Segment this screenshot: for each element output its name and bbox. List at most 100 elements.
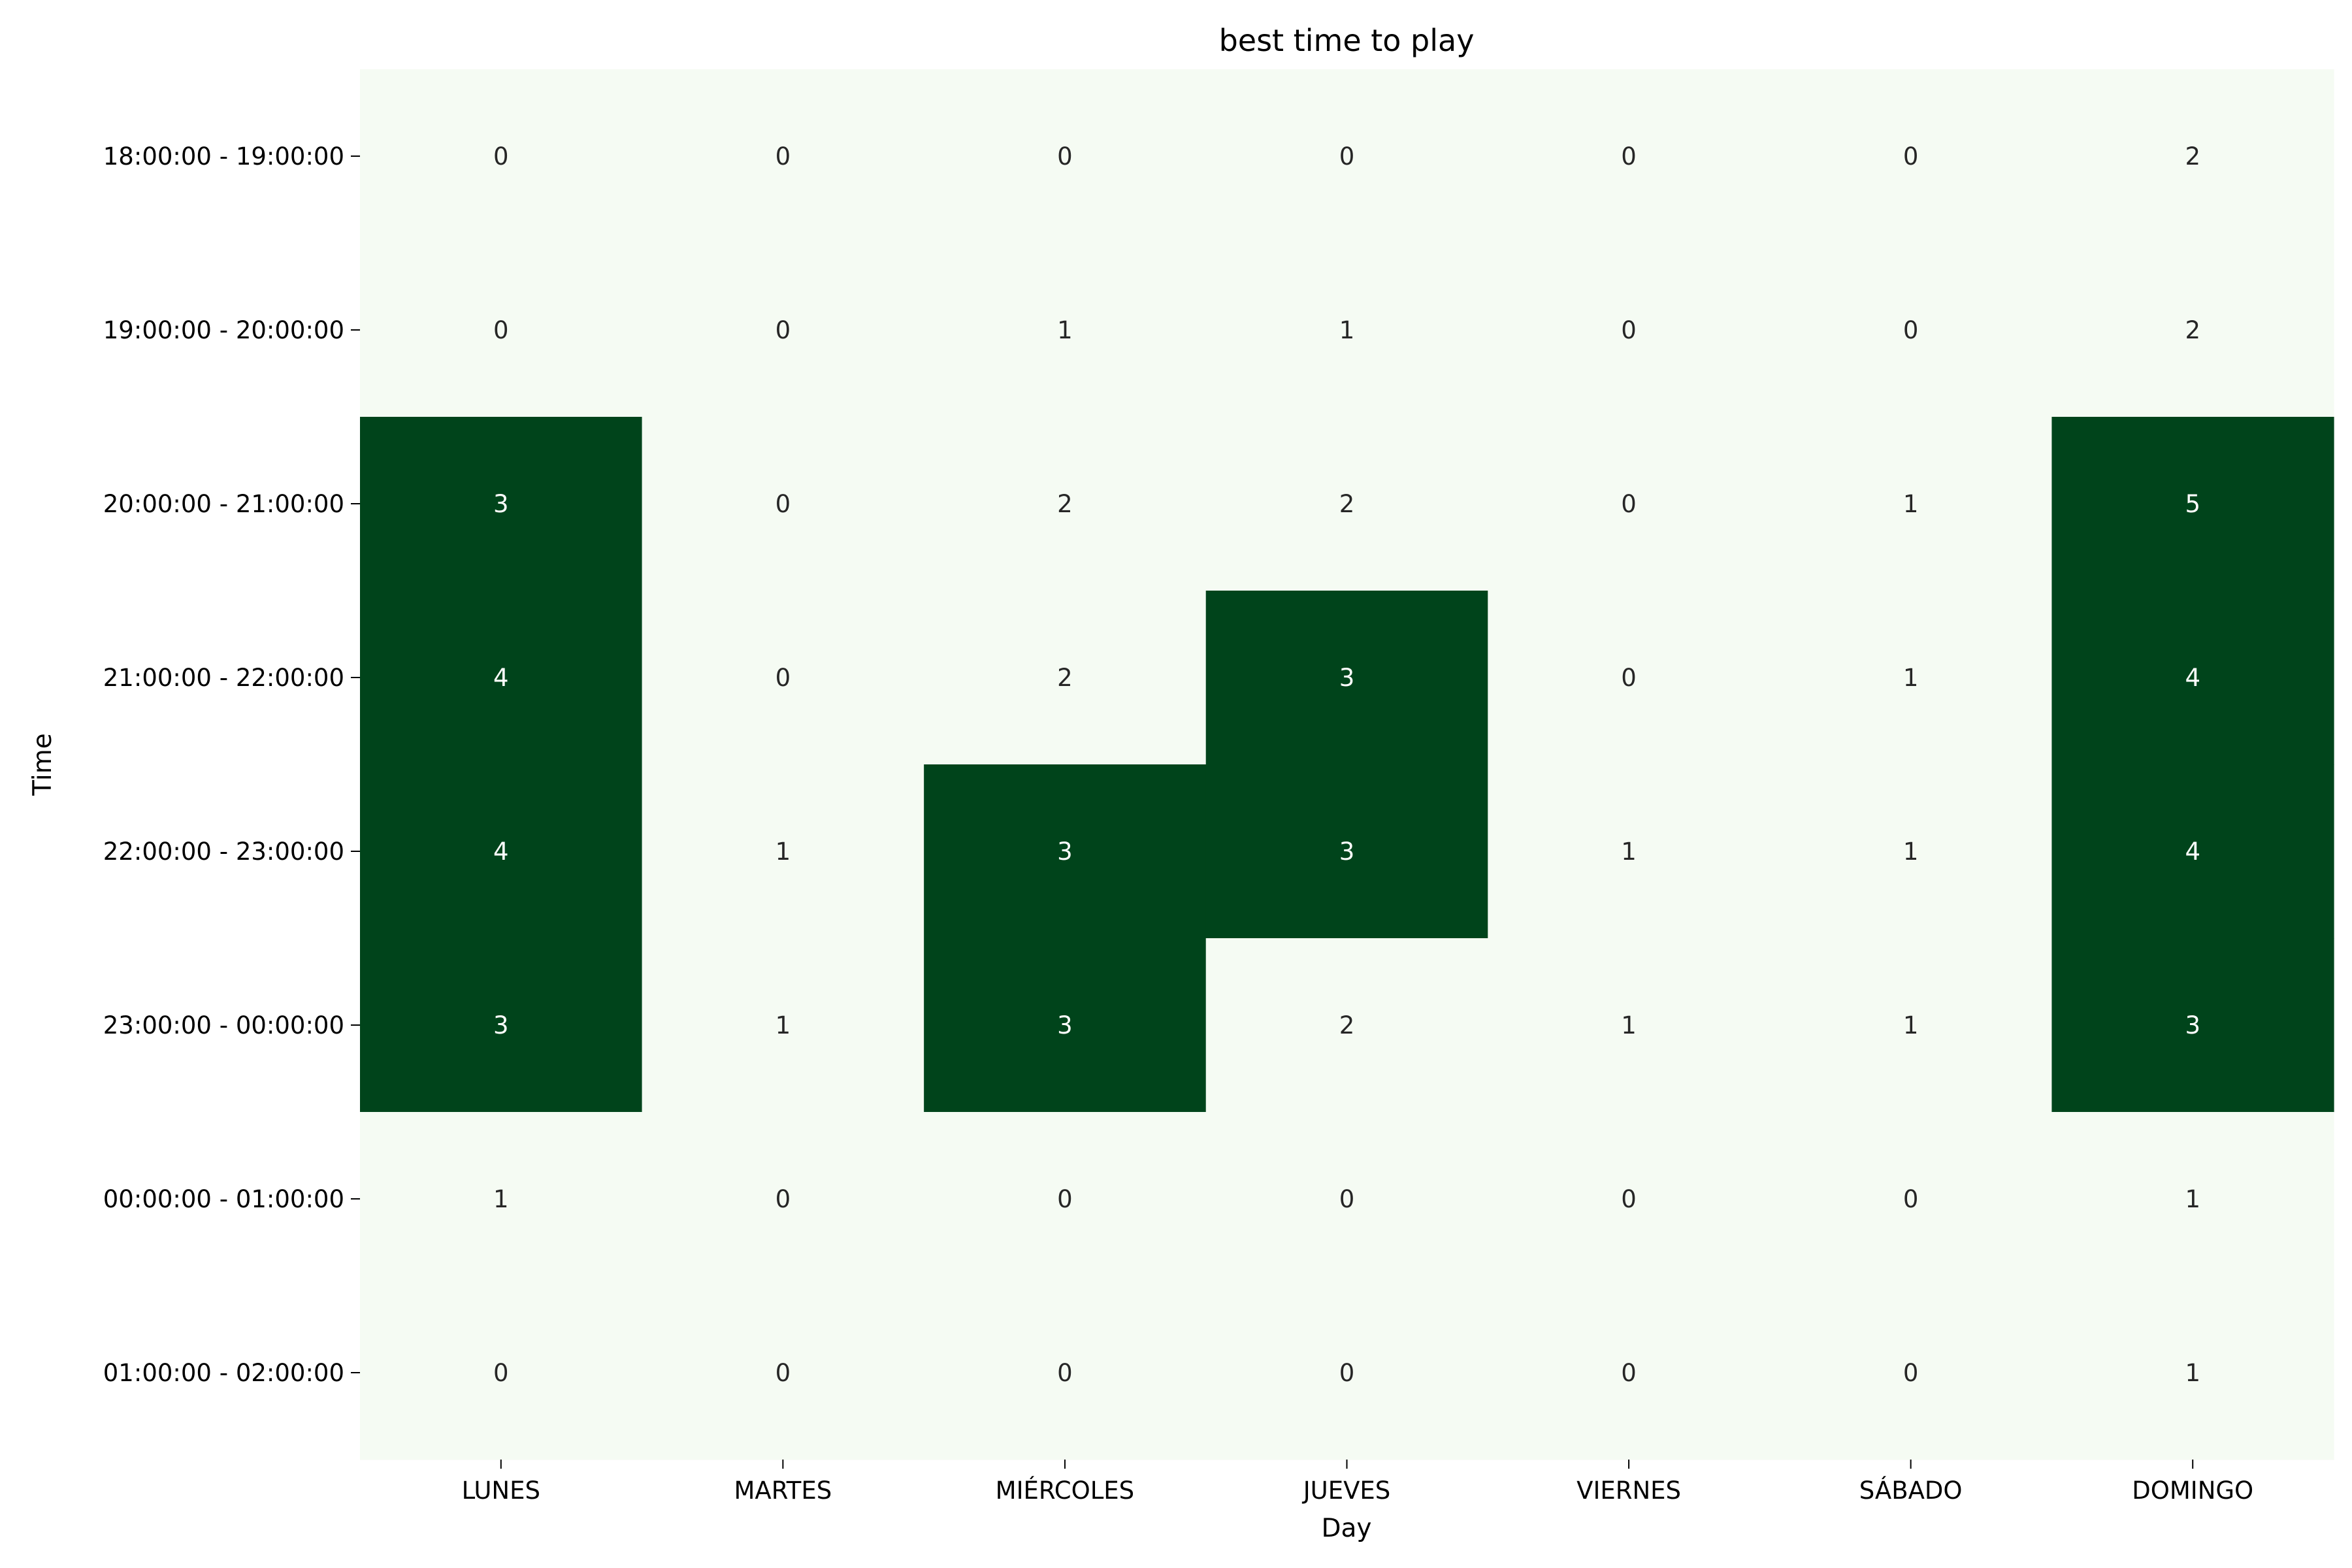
- cell-value-label: 0: [1621, 490, 1637, 518]
- cell-value-label: 0: [776, 664, 791, 692]
- heatmap-cell: [2051, 938, 2334, 1113]
- cell-value-label: 0: [776, 316, 791, 344]
- heatmap-cell: [2051, 417, 2334, 591]
- heatmap-cell: [924, 69, 1207, 244]
- heatmap-cell: [1488, 591, 1771, 765]
- heatmap-cell: [1769, 417, 2053, 591]
- heatmap-cell: [924, 1286, 1207, 1460]
- cell-value-label: 1: [1621, 1011, 1637, 1039]
- cell-value-label: 1: [1621, 838, 1637, 866]
- cell-value-label: 0: [1057, 1359, 1073, 1387]
- cell-value-label: 1: [1339, 316, 1355, 344]
- heatmap-cell: [924, 1112, 1207, 1286]
- cell-value-label: 1: [1903, 664, 1919, 692]
- heatmap-cell: [1488, 417, 1771, 591]
- heatmap-cell: [1205, 938, 1488, 1113]
- heatmap-cell: [1488, 243, 1771, 417]
- x-tick-label: JUEVES: [1302, 1477, 1391, 1505]
- heatmap-cell: [924, 938, 1207, 1113]
- cell-value-label: 0: [1903, 316, 1919, 344]
- cell-value-label: 4: [493, 838, 509, 866]
- cell-value-label: 0: [776, 1185, 791, 1213]
- heatmap-cell: [1205, 591, 1488, 765]
- cell-value-label: 1: [2185, 1185, 2200, 1213]
- heatmap-cell: [1205, 764, 1488, 939]
- heatmap-cell: [642, 764, 924, 939]
- heatmap-cell: [360, 764, 643, 939]
- heatmap-cell: [1769, 764, 2053, 939]
- cell-value-label: 0: [776, 1359, 791, 1387]
- x-axis-title: Day: [1321, 1514, 1371, 1543]
- heatmap-cell: [1488, 764, 1771, 939]
- heatmap-cell: [1488, 1112, 1771, 1286]
- x-tick-label: DOMINGO: [2132, 1477, 2253, 1505]
- y-tick-label: 21:00:00 - 22:00:00: [103, 664, 344, 692]
- heatmap-cell: [360, 243, 643, 417]
- cell-value-label: 0: [1057, 1185, 1073, 1213]
- x-tick-label: MARTES: [734, 1477, 832, 1505]
- cell-value-label: 3: [1339, 664, 1355, 692]
- heatmap-cell: [1205, 243, 1488, 417]
- x-axis: LUNES MARTES MIÉRCOLES JUEVES VIERNES SÁBADO D…: [462, 1460, 2253, 1505]
- heatmap-cell: [1769, 591, 2053, 765]
- heatmap-cell: [360, 591, 643, 765]
- cell-value-label: 1: [1903, 490, 1919, 518]
- cell-value-label: 3: [1057, 1011, 1073, 1039]
- cell-value-label: 0: [493, 316, 509, 344]
- cell-value-label: 0: [776, 490, 791, 518]
- cell-value-label: 1: [776, 838, 791, 866]
- cell-value-label: 0: [1057, 142, 1073, 171]
- heatmap-cell: [2051, 1286, 2334, 1460]
- heatmap-cell: [1769, 243, 2053, 417]
- x-tick-label: SÁBADO: [1859, 1476, 1963, 1505]
- cell-value-label: 3: [2185, 1011, 2200, 1039]
- cell-value-label: 2: [1339, 1011, 1355, 1039]
- cell-value-label: 0: [1903, 1185, 1919, 1213]
- heatmap-cell: [1769, 938, 2053, 1113]
- cell-value-label: 3: [1057, 838, 1073, 866]
- heatmap-cell: [924, 591, 1207, 765]
- heatmap-cell: [360, 1286, 643, 1460]
- heatmap-cell: [360, 69, 643, 244]
- x-tick-label: LUNES: [462, 1477, 540, 1505]
- cell-value-label: 3: [493, 1011, 509, 1039]
- heatmap-cell: [1205, 1112, 1488, 1286]
- heatmap-cell: [924, 243, 1207, 417]
- y-tick-label: 20:00:00 - 21:00:00: [103, 490, 344, 518]
- heatmap-cell: [1769, 69, 2053, 244]
- cell-value-label: 1: [1903, 838, 1919, 866]
- cell-value-label: 2: [1057, 490, 1073, 518]
- heatmap-cell: [642, 243, 924, 417]
- y-tick-label: 23:00:00 - 00:00:00: [103, 1011, 344, 1039]
- cell-value-label: 4: [2185, 664, 2200, 692]
- cell-value-label: 2: [2185, 316, 2200, 344]
- heatmap-cell: [2051, 764, 2334, 939]
- cell-value-label: 0: [1621, 1185, 1637, 1213]
- cell-value-label: 2: [1339, 490, 1355, 518]
- cell-value-label: 0: [493, 1359, 509, 1387]
- cell-value-label: 1: [2185, 1359, 2200, 1387]
- heatmap-cell: [642, 938, 924, 1113]
- heatmap-cell: [642, 1286, 924, 1460]
- cell-value-label: 1: [493, 1185, 509, 1213]
- heatmap-cells: 0 0 0 0 0 0 2 0 0 1 1 0 0 2 3 0 2 2 0 1 5 4 0 2 3 0 1 4 4 1 3 3 1 1 4 3 1 3 2 1…: [360, 69, 2334, 1460]
- y-tick-label: 01:00:00 - 02:00:00: [103, 1359, 344, 1387]
- heatmap-cell: [642, 591, 924, 765]
- cell-value-label: 0: [1339, 1359, 1355, 1387]
- cell-value-label: 1: [1903, 1011, 1919, 1039]
- cell-value-label: 0: [1903, 142, 1919, 171]
- y-tick-label: 00:00:00 - 01:00:00: [103, 1185, 344, 1213]
- heatmap-cell: [1769, 1286, 2053, 1460]
- heatmap-cell: [924, 764, 1207, 939]
- heatmap-cell: [1488, 938, 1771, 1113]
- heatmap-cell: [360, 938, 643, 1113]
- y-tick-label: 22:00:00 - 23:00:00: [103, 838, 344, 866]
- cell-value-label: 3: [1339, 838, 1355, 866]
- cell-value-label: 4: [2185, 838, 2200, 866]
- heatmap-cell: [642, 1112, 924, 1286]
- heatmap-cell: [1205, 1286, 1488, 1460]
- heatmap-cell: [360, 417, 643, 591]
- y-tick-label: 19:00:00 - 20:00:00: [103, 316, 344, 344]
- cell-value-label: 0: [1621, 1359, 1637, 1387]
